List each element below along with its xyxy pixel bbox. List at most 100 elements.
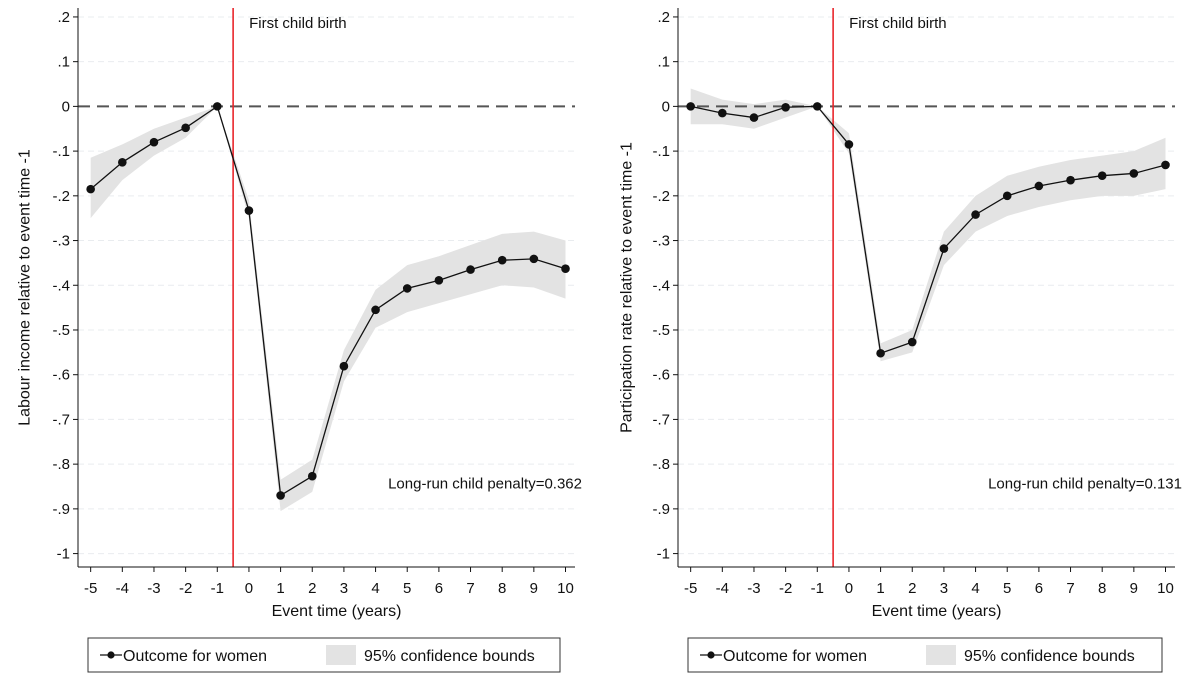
right-point-6 [1034, 181, 1044, 191]
right-ytick-label-9: -.7 [652, 411, 670, 428]
left-xtick-label-3: -2 [179, 580, 192, 597]
left-panel: .2.10-.1-.2-.3-.4-.5-.6-.7-.8-.9-1 -5 -4-… [17, 8, 582, 673]
right-ytick-label-6: -.4 [652, 277, 670, 294]
right-point--3 [749, 113, 759, 122]
right-ytick-label-0: .2 [657, 9, 670, 26]
left-xtick-label-5: 0 [245, 580, 253, 597]
right-xtick-label-2: -3 [747, 580, 760, 597]
left-xtick-label-2: -3 [147, 580, 160, 597]
right-xtick-label-13: 8 [1098, 580, 1106, 597]
left-xtick-label-9: 4 [371, 580, 379, 597]
right-ytick-label-12: -1 [657, 546, 670, 563]
right-point--2 [781, 102, 790, 112]
left-legend-band-label: 95% confidence bounds [364, 648, 535, 665]
left-point--3 [149, 137, 159, 147]
right-xtick-label-0: -5 [684, 580, 697, 597]
left-point-2 [307, 471, 317, 481]
right-point--1 [812, 102, 822, 111]
left-xtick-label-1: -4 [116, 580, 129, 597]
left-xtick-label-14: 9 [530, 580, 538, 597]
right-point-3 [939, 244, 949, 253]
left-ytick-label-1: .1 [57, 54, 70, 71]
right-xtick-label-4: -1 [811, 580, 824, 597]
right-point-1 [876, 348, 885, 358]
left-ytick-label-2: 0 [62, 98, 70, 115]
left-ytick-label-3: -.1 [52, 143, 70, 160]
left-confidence-band [90, 106, 566, 512]
right-xtick-label-14: 9 [1130, 580, 1138, 597]
left-point--5 [86, 184, 95, 194]
right-point-10 [1161, 160, 1170, 170]
right-gridlines [678, 16, 1175, 555]
left-series-line [90, 105, 566, 497]
right-y-ticks: .2 .1 0 -.1 -.2 -.3 -.4 -.5 -.6 -.7 -.8 -.9 -1 [652, 9, 678, 563]
left-ytick-label-6: -.4 [52, 277, 70, 294]
left-point-3 [339, 361, 349, 371]
left-ytick-label-10: -.8 [52, 456, 70, 473]
left-xtick-label-4: -1 [211, 580, 224, 597]
right-legend-band-label: 95% confidence bounds [964, 648, 1135, 665]
left-point-0 [244, 206, 254, 215]
left-point--4 [118, 157, 127, 167]
left-ytick-label-9: -.7 [52, 411, 70, 428]
right-xtick-label-7: 2 [908, 580, 916, 597]
right-band-area [690, 88, 1166, 362]
right-xtick-label-10: 5 [1003, 580, 1011, 597]
left-legend-line-label: Outcome for women [123, 648, 267, 665]
right-ytick-label-7: -.5 [652, 322, 670, 339]
right-legend-band-swatch [926, 645, 956, 665]
left-ytick-label-5: -.3 [52, 233, 70, 250]
left-xtick-label-0: -5 [84, 580, 97, 597]
right-point-5 [1002, 191, 1012, 201]
left-point--1 [212, 102, 222, 111]
right-point--4 [718, 108, 727, 118]
right-ytick-label-4: -.2 [652, 188, 670, 205]
right-x-ticks: -5 -4 -3 -2 -1 0 1 2 3 4 5 6 7 8 9 10 [684, 567, 1174, 597]
left-ytick-label-11: -.9 [52, 501, 70, 518]
right-ytick-label-3: -.1 [652, 143, 670, 160]
right-x-axis-title: Event time (years) [872, 603, 1002, 620]
left-point-4 [371, 305, 380, 315]
right-event-label: First child birth [849, 15, 947, 32]
left-point-7 [466, 265, 475, 274]
left-axes [77, 8, 575, 568]
right-legend: Outcome for women 95% confidence bounds [687, 637, 1163, 673]
left-point-1 [276, 491, 285, 500]
right-ytick-label-11: -.9 [652, 501, 670, 518]
right-panel: .2.10-.1-.2-.3-.4-.5-.6-.7-.8-.9-1 -5 -4-… [619, 8, 1182, 673]
left-y-axis-title: Labour income relative to event time -1 [17, 149, 34, 426]
right-xtick-label-15: 10 [1157, 580, 1174, 597]
right-legend-box [687, 637, 1163, 673]
left-xtick-label-11: 6 [435, 580, 443, 597]
right-ytick-label-5: -.3 [652, 233, 670, 250]
right-ytick-label-10: -.8 [652, 456, 670, 473]
right-legend-marker [707, 651, 715, 659]
right-legend-line-label: Outcome for women [723, 648, 867, 665]
right-confidence-band [690, 88, 1166, 362]
left-legend-marker [107, 651, 115, 659]
left-xtick-label-7: 2 [308, 580, 316, 597]
right-ytick-label-1: .1 [657, 54, 670, 71]
left-ytick-label-0: .2 [57, 9, 70, 26]
left-point-10 [561, 264, 570, 274]
right-point--5 [686, 102, 695, 111]
left-xtick-label-13: 8 [498, 580, 506, 597]
right-point-4 [971, 210, 980, 219]
right-ytick-label-2: 0 [662, 98, 670, 115]
right-annotation: Long-run child penalty=0.131 [988, 476, 1182, 493]
right-xtick-label-3: -2 [779, 580, 792, 597]
left-legend-band-swatch [326, 645, 356, 665]
left-series-polyline [90, 105, 566, 497]
left-annotation: Long-run child penalty=0.362 [388, 476, 582, 493]
right-xtick-label-6: 1 [876, 580, 884, 597]
right-point-0 [844, 140, 854, 149]
right-point-8 [1097, 171, 1107, 180]
right-series-line [690, 105, 1166, 355]
left-xtick-label-12: 7 [466, 580, 474, 597]
left-xtick-label-10: 5 [403, 580, 411, 597]
right-series-points [686, 102, 1170, 358]
right-xtick-label-5: 0 [845, 580, 853, 597]
left-y-ticks: .2 .1 0 -.1 -.2 -.3 -.4 -.5 -.6 -.7 -.8 -.9 -1 [52, 9, 78, 563]
left-event-label: First child birth [249, 15, 347, 32]
